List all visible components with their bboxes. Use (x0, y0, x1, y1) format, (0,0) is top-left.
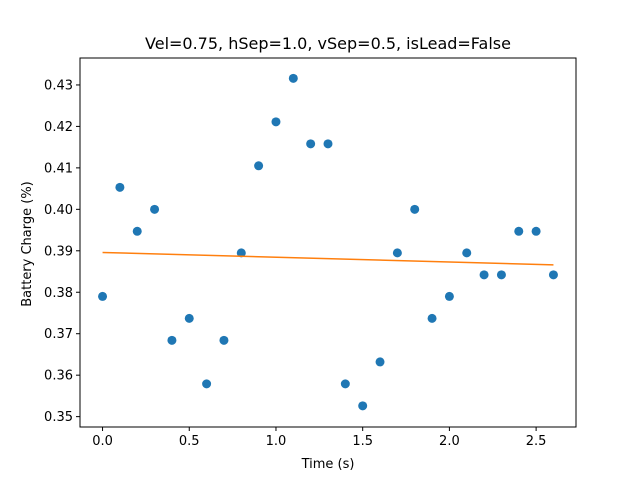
y-tick-label: 0.36 (44, 369, 73, 384)
data-point (115, 182, 125, 192)
data-point (98, 291, 108, 301)
data-point (392, 248, 402, 258)
data-point (271, 117, 281, 127)
data-point (358, 401, 368, 411)
y-tick-label: 0.43 (44, 78, 73, 93)
data-point (167, 335, 177, 345)
axes-frame (79, 57, 577, 428)
data-point (444, 291, 454, 301)
data-point (150, 204, 160, 214)
data-point (306, 139, 316, 149)
data-point (340, 379, 350, 389)
x-tick-label: 0.5 (179, 434, 200, 449)
x-tick-label: 2.0 (439, 434, 460, 449)
data-point (254, 161, 264, 171)
x-tick-label: 1.0 (266, 434, 287, 449)
data-point (427, 313, 437, 323)
data-point (323, 139, 333, 149)
data-point (514, 226, 524, 236)
x-tick-label: 1.5 (352, 434, 373, 449)
y-tick-label: 0.39 (44, 244, 73, 259)
y-tick-label: 0.37 (44, 327, 73, 342)
data-point (202, 379, 212, 389)
data-point (375, 357, 385, 367)
y-tick-label: 0.38 (44, 286, 73, 301)
data-point (236, 248, 246, 258)
data-point (548, 270, 558, 280)
y-tick-label: 0.35 (44, 410, 73, 425)
data-point (219, 335, 229, 345)
y-tick-label: 0.41 (44, 161, 73, 176)
x-tick-label: 2.5 (526, 434, 547, 449)
x-tick-label: 0.0 (92, 434, 113, 449)
data-point (288, 73, 298, 83)
x-axis-title: Time (s) (301, 457, 355, 472)
trend-line (102, 251, 554, 266)
data-point (496, 270, 506, 280)
y-axis-title: Battery Charge (%) (20, 181, 35, 307)
chart-title: Vel=0.75, hSep=1.0, vSep=0.5, isLead=Fal… (145, 34, 511, 53)
data-point (462, 248, 472, 258)
data-point (479, 270, 489, 280)
data-point (184, 313, 194, 323)
y-tick-label: 0.42 (44, 120, 73, 135)
data-point (132, 226, 142, 236)
data-point (410, 204, 420, 214)
data-point (531, 226, 541, 236)
plot-area: 0.0 0.5 1.0 1.5 2.0 2.5 0.35 0.36 0.37 0.38 0.39 0.… (44, 57, 577, 449)
y-tick-label: 0.40 (44, 203, 73, 218)
